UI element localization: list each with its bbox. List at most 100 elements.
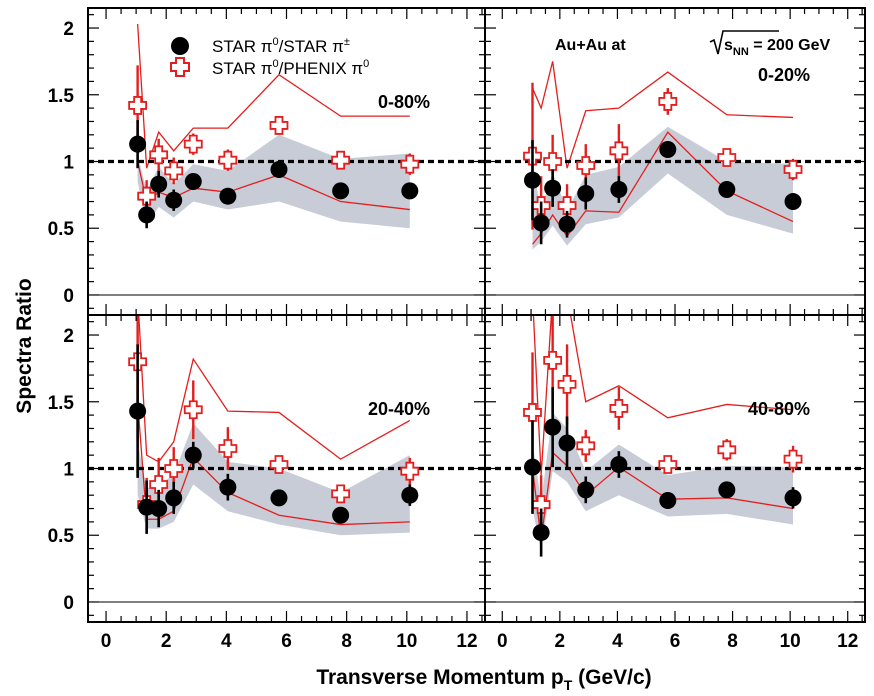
phenix-point xyxy=(164,161,184,181)
star-point xyxy=(270,161,288,179)
panel-40-80: 0 2 4 6 8 10 12 40-80% xyxy=(484,314,866,652)
star-point xyxy=(401,486,419,504)
x-tick-label: 12 xyxy=(837,631,858,652)
star-point xyxy=(401,182,419,200)
phenix-point xyxy=(658,455,678,474)
x-tick-label: 8 xyxy=(341,631,352,652)
phenix-point xyxy=(400,154,420,174)
system-label-text: Au+Au at xyxy=(555,37,626,54)
phenix-point xyxy=(400,461,420,481)
red-upper-curve xyxy=(138,315,411,463)
legend-marker-phenix xyxy=(170,57,190,77)
systematic-band xyxy=(532,412,794,552)
star-point xyxy=(558,434,576,452)
x-tick-label: 4 xyxy=(612,631,623,652)
phenix-point xyxy=(523,403,542,422)
star-point xyxy=(532,524,550,542)
star-point xyxy=(659,140,677,158)
star-point xyxy=(784,489,802,507)
star-point xyxy=(129,135,147,153)
phenix-point xyxy=(269,116,289,135)
x-axis-title-main: Transverse Momentum p xyxy=(316,666,563,689)
x-tick-label: 2 xyxy=(555,631,566,652)
star-point xyxy=(219,478,237,496)
star-point xyxy=(544,179,562,197)
phenix-point xyxy=(543,350,563,370)
panel-content xyxy=(485,315,865,603)
panel-20-40: 0 2 4 6 8 10 12 0 0.5 1 1.5 2 20-40% xyxy=(48,314,486,652)
x-tick-label: 6 xyxy=(670,631,681,652)
x-tick-label: 8 xyxy=(727,631,738,652)
phenix-point xyxy=(183,400,203,420)
legend: STAR π0/STAR π± STAR π0/PHENIX π0 xyxy=(170,36,369,78)
x-tick-label: 0 xyxy=(497,631,508,652)
phenix-point xyxy=(218,439,238,458)
star-point xyxy=(184,446,202,464)
centrality-label: 40-80% xyxy=(748,399,810,419)
star-point xyxy=(718,181,736,199)
centrality-label: 0-20% xyxy=(758,65,810,85)
star-point xyxy=(718,481,736,499)
panel-0-20: 0-20% xyxy=(484,7,866,316)
phenix-point xyxy=(543,152,563,171)
phenix-point xyxy=(218,150,238,170)
star-point xyxy=(219,187,237,205)
y-tick-label: 1.5 xyxy=(48,393,75,414)
phenix-point xyxy=(609,399,629,418)
phenix-point xyxy=(269,455,289,474)
star-point xyxy=(524,171,541,189)
y-tick-label: 1 xyxy=(63,153,74,174)
phenix-point xyxy=(164,459,184,478)
star-point xyxy=(544,418,562,436)
phenix-point xyxy=(557,196,577,215)
y-tick-label: 1 xyxy=(63,460,74,481)
star-point xyxy=(332,182,350,200)
y-axis-title: Spectra Ratio xyxy=(13,278,36,413)
star-point xyxy=(524,458,541,476)
star-point xyxy=(184,173,202,191)
phenix-point xyxy=(576,436,596,456)
x-tick-label: 10 xyxy=(780,631,801,652)
phenix-point xyxy=(557,375,577,394)
phenix-point xyxy=(331,150,351,170)
system-label: Au+Au at sNN = 200 GeV xyxy=(555,30,831,58)
system-label-s: sNN = 200 GeV xyxy=(724,37,831,58)
centrality-label: 0-80% xyxy=(378,92,430,112)
sqrt-sign xyxy=(709,30,779,55)
x-tick-label: 0 xyxy=(101,631,112,652)
phenix-point xyxy=(183,134,203,154)
star-point xyxy=(784,193,802,211)
x-tick-label: 12 xyxy=(456,631,477,652)
x-axis-title: Transverse Momentum pT (GeV/c) xyxy=(316,666,651,693)
x-tick-label: 4 xyxy=(221,631,232,652)
phenix-point xyxy=(149,475,169,494)
phenix-point xyxy=(128,96,148,115)
star-point xyxy=(129,402,147,420)
x-tick-label: 10 xyxy=(396,631,417,652)
systematic-band xyxy=(137,423,410,536)
legend-marker-star xyxy=(171,37,189,55)
phenix-point xyxy=(783,449,803,469)
y-tick-label: 2 xyxy=(63,19,74,40)
star-point xyxy=(558,215,576,233)
y-tick-label: 2 xyxy=(63,326,74,347)
y-tick-label: 0.5 xyxy=(48,526,75,547)
phenix-point xyxy=(149,145,169,165)
star-point xyxy=(659,492,677,510)
phenix-point xyxy=(717,440,737,460)
phenix-point xyxy=(609,141,629,161)
star-point xyxy=(610,181,628,199)
star-point xyxy=(332,506,350,524)
star-point xyxy=(138,206,156,224)
star-point xyxy=(165,489,183,507)
star-point xyxy=(577,481,595,499)
panel-0-80: 0 0.5 1 1.5 2 0-80% xyxy=(48,7,486,316)
phenix-point xyxy=(658,92,678,111)
star-point xyxy=(165,191,183,209)
panel-content xyxy=(88,23,485,296)
x-tick-label: 6 xyxy=(281,631,292,652)
star-point xyxy=(150,500,168,518)
phenix-point xyxy=(783,160,803,179)
legend-label-phenix: STAR π0/PHENIX π0 xyxy=(212,58,369,78)
